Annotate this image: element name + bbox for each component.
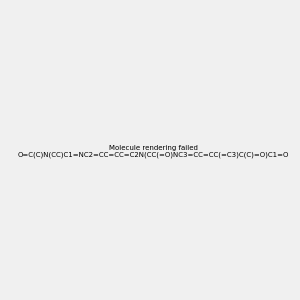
Text: Molecule rendering failed
O=C(C)N(CC)C1=NC2=CC=CC=C2N(CC(=O)NC3=CC=CC(=C3)C(C)=O: Molecule rendering failed O=C(C)N(CC)C1=… [18,145,290,158]
